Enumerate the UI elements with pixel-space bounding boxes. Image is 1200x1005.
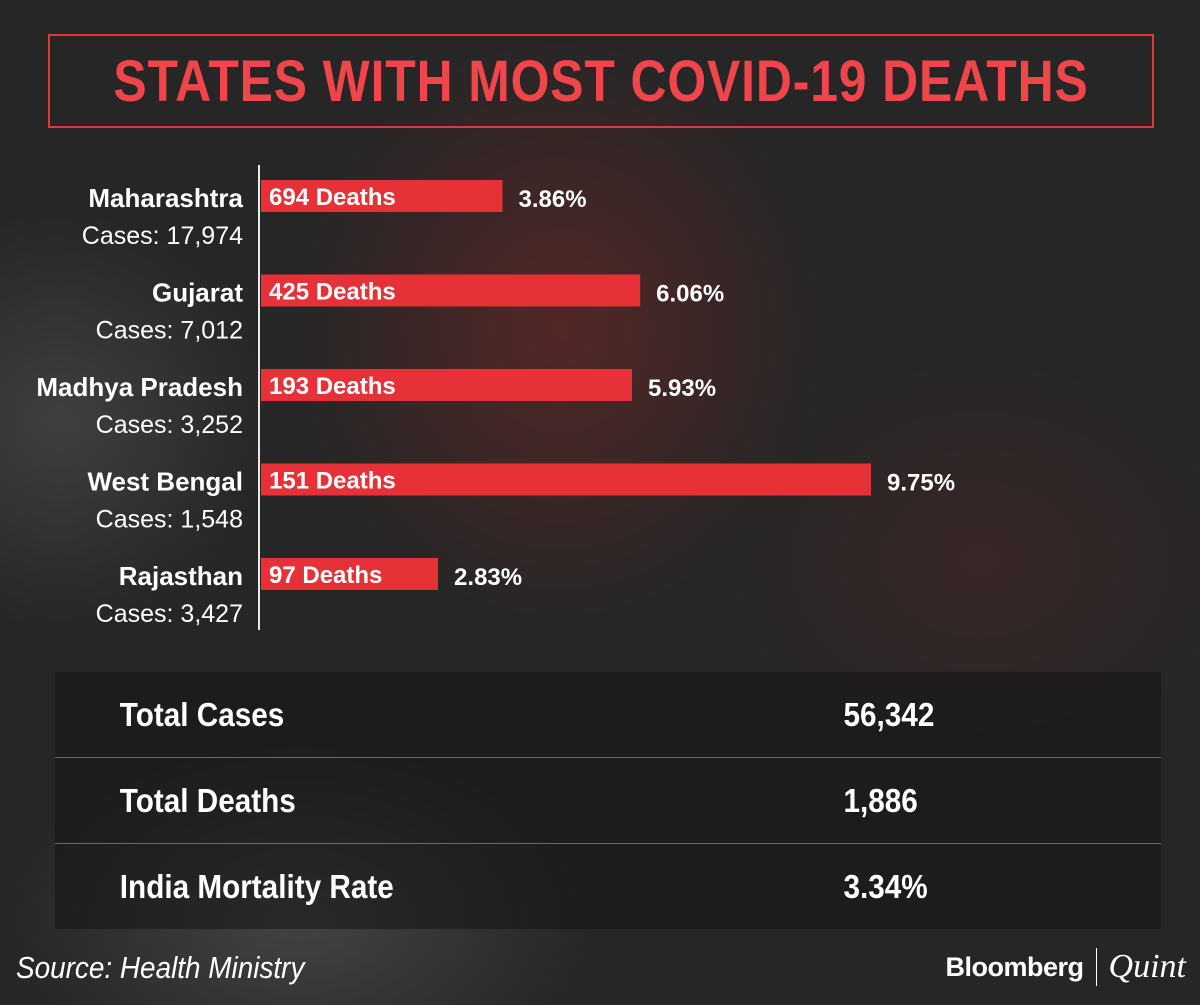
- source-note: Source: Health Ministry: [16, 950, 305, 985]
- bar: [261, 463, 871, 496]
- state-cases: Cases: 3,427: [96, 600, 243, 628]
- bar: [261, 369, 633, 401]
- bar-rate-label: 3.86%: [518, 186, 586, 213]
- bar: [261, 558, 439, 590]
- bar-chart: Maharashtra Cases: 17,974 694 Deaths 3.86% G…: [36, 165, 955, 630]
- summary-value: 56,342: [843, 695, 935, 733]
- summary-value: 1,886: [843, 781, 918, 819]
- brand-divider: [1095, 948, 1097, 986]
- state-name: West Bengal: [87, 467, 243, 497]
- summary-label: Total Deaths: [119, 781, 296, 819]
- state-cases: Cases: 1,548: [96, 506, 243, 534]
- summary-row-total-deaths: Total Deaths 1,886: [55, 758, 1161, 844]
- chart-title: STATES WITH MOST COVID-19 DEATHS: [113, 48, 1089, 114]
- summary-label: India Mortality Rate: [119, 867, 394, 905]
- state-name: Rajasthan: [119, 561, 243, 591]
- bar-rate-label: 2.83%: [454, 564, 522, 591]
- summary-label: Total Cases: [119, 695, 285, 733]
- title-frame: STATES WITH MOST COVID-19 DEATHS: [48, 34, 1154, 128]
- state-cases: Cases: 17,974: [82, 222, 243, 250]
- state-name: Gujarat: [152, 278, 243, 308]
- bar-rate-label: 9.75%: [887, 470, 955, 497]
- summary-row-mortality-rate: India Mortality Rate 3.34%: [55, 844, 1161, 929]
- bar-deaths-label: 694 Deaths: [269, 184, 396, 211]
- bar-rate-label: 6.06%: [656, 281, 724, 308]
- bar-deaths-label: 151 Deaths: [269, 468, 396, 495]
- bar: [261, 180, 503, 212]
- bar-rate-label: 5.93%: [648, 375, 716, 402]
- bar-deaths-label: 97 Deaths: [269, 562, 382, 589]
- state-cases: Cases: 7,012: [96, 317, 243, 345]
- state-name: Maharashtra: [88, 183, 243, 213]
- summary-value: 3.34%: [843, 867, 928, 905]
- summary-table: Total Cases 56,342 Total Deaths 1,886 In…: [55, 672, 1161, 929]
- brand-quint: Quint: [1108, 948, 1186, 985]
- brand-logo: Bloomberg Quint: [946, 948, 1186, 986]
- bar-deaths-label: 425 Deaths: [269, 279, 396, 306]
- summary-row-total-cases: Total Cases 56,342: [55, 672, 1161, 758]
- bar-deaths-label: 193 Deaths: [269, 373, 396, 400]
- brand-bloomberg: Bloomberg: [945, 951, 1085, 982]
- state-cases: Cases: 3,252: [96, 411, 243, 439]
- state-name: Madhya Pradesh: [36, 372, 243, 402]
- bar: [261, 274, 641, 307]
